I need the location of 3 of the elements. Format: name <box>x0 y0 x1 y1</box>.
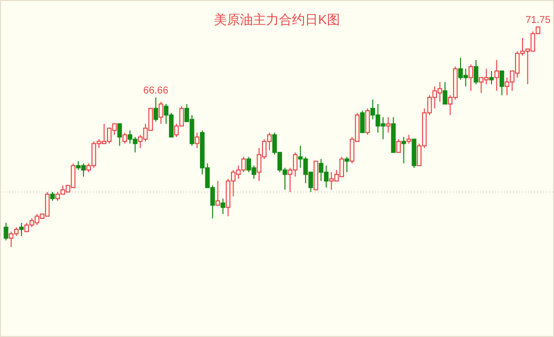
text: 71.75 <box>525 15 551 26</box>
chart-title: 美原油主力合约日K图 <box>214 12 340 27</box>
text: 66.66 <box>143 85 168 96</box>
